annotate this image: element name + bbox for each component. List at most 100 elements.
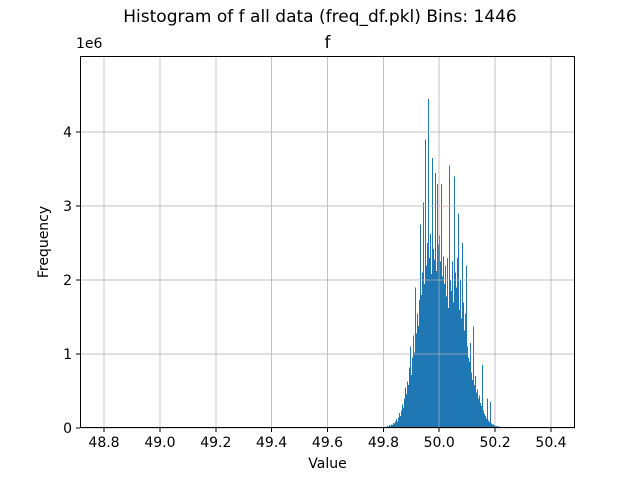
histogram-bar [452, 261, 454, 428]
histogram-bar [433, 249, 435, 428]
histogram-bar [415, 287, 417, 428]
y-tick-label: 4 [63, 125, 72, 141]
histogram-bar [469, 361, 471, 428]
histogram-bar [440, 261, 442, 428]
histogram-bar [392, 425, 394, 428]
x-axis-label: Value [308, 456, 347, 472]
histogram-bar [423, 202, 425, 428]
histogram-bar [476, 392, 478, 428]
histogram-bar [462, 243, 464, 428]
y-tick-label: 0 [63, 421, 72, 437]
histogram-bar [487, 398, 489, 428]
histogram-bar [409, 367, 411, 428]
histogram-bar [432, 158, 434, 428]
histogram-bar [413, 335, 415, 428]
histogram-bar [405, 387, 407, 428]
x-tick-label: 50.2 [480, 435, 511, 451]
x-tick-label: 49.6 [312, 435, 343, 451]
histogram-bar [390, 425, 392, 428]
histogram-bar [412, 357, 414, 428]
histogram-bar [474, 385, 476, 428]
histogram-bar [454, 176, 456, 428]
histogram-bar [427, 243, 429, 428]
histogram-bar [435, 172, 437, 428]
histogram-bar [430, 234, 432, 428]
histogram-bar [479, 395, 481, 428]
histogram-bar [446, 296, 448, 428]
histogram-bar [457, 257, 459, 428]
histogram-bar [418, 325, 420, 428]
histogram-bar [483, 410, 485, 428]
x-tick-label: 48.8 [88, 435, 119, 451]
y-tick-label: 3 [63, 199, 72, 215]
histogram-bar [478, 398, 480, 428]
histogram-bar [417, 313, 419, 428]
x-tick-label: 49.8 [368, 435, 399, 451]
histogram-bar [463, 302, 465, 428]
histogram-bar [428, 98, 430, 428]
histogram-bar [441, 183, 443, 428]
histogram-bar [411, 374, 413, 428]
histogram-bar [456, 287, 458, 428]
histogram-bar [494, 425, 496, 428]
histogram-bar [438, 244, 440, 428]
histogram-bar [465, 313, 467, 428]
histogram-bar [399, 413, 401, 428]
histogram-bar [449, 165, 451, 428]
histogram-bar [461, 318, 463, 428]
histogram-bar [389, 425, 391, 428]
histogram-bar [393, 422, 395, 428]
histogram-bar [410, 346, 412, 428]
histogram-bar [442, 276, 444, 428]
histogram-bar [491, 423, 493, 428]
histogram-bar [404, 398, 406, 428]
figure-suptitle: Histogram of f all data (freq_df.pkl) Bi… [123, 7, 517, 27]
histogram-bar [447, 257, 449, 428]
histogram-bar [436, 271, 438, 428]
histogram-bar [480, 402, 482, 428]
histogram-bar [429, 257, 431, 428]
histogram-bar [451, 291, 453, 428]
histogram-bar [407, 381, 409, 428]
histogram-bar [488, 420, 490, 428]
histogram-bar [492, 424, 494, 428]
histogram-bar [422, 272, 424, 428]
histogram-bar [434, 259, 436, 428]
y-axis-label: Frequency [36, 205, 52, 279]
histogram-bar [468, 357, 470, 428]
histogram-bar [453, 302, 455, 428]
histogram-bar [455, 272, 457, 428]
x-tick-label: 50.0 [424, 435, 455, 451]
histogram-bar [426, 265, 428, 428]
histogram-bar [496, 425, 498, 428]
histogram-bar [391, 424, 393, 428]
histogram-bar [475, 376, 477, 428]
histogram-bar [482, 365, 484, 428]
histogram-bar [414, 352, 416, 428]
histogram-bar [477, 389, 479, 428]
histogram-bar [394, 423, 396, 428]
y-tick-label: 2 [63, 273, 72, 289]
histogram-bar [486, 418, 488, 428]
histogram-bar [470, 342, 472, 428]
histogram-bar [445, 265, 447, 428]
y-tick-label: 1 [63, 347, 72, 363]
histogram-bar [416, 333, 418, 428]
histogram-bar [473, 326, 475, 428]
histogram-bar [489, 422, 491, 428]
histogram-bar [443, 256, 445, 428]
histogram-bar [406, 393, 408, 428]
histogram-bar [466, 265, 468, 428]
histogram-bar [401, 410, 403, 428]
x-tick-label: 50.4 [535, 435, 566, 451]
histogram-bar [464, 330, 466, 428]
histogram-bar [387, 425, 389, 428]
histogram-bar [481, 405, 483, 428]
histogram-bar [458, 213, 460, 428]
histogram-bar [403, 408, 405, 428]
histogram-bar [396, 419, 398, 428]
histogram-bar [472, 379, 474, 428]
histogram-bar [471, 372, 473, 428]
